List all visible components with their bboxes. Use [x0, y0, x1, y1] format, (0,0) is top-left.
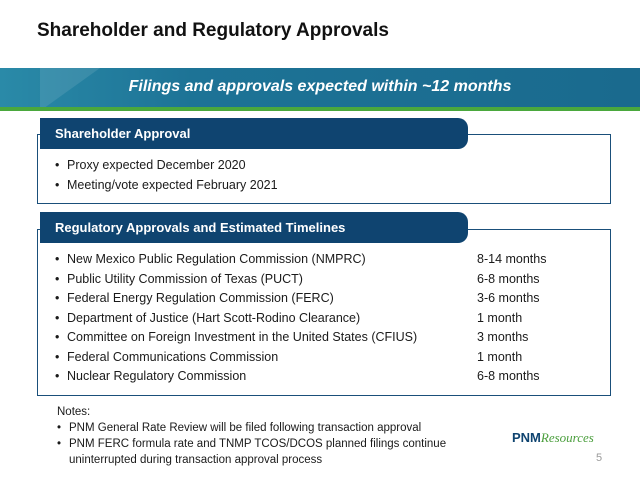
duration: 8-14 months: [477, 252, 547, 266]
list-item: • Department of Justice (Hart Scott-Rodin…: [53, 309, 522, 329]
duration: 1 month: [477, 349, 523, 364]
notes-label: Notes:: [57, 406, 91, 418]
duration: 6-8 months: [477, 271, 540, 286]
regulatory-heading: Regulatory Approvals and Estimated Timel…: [40, 212, 468, 243]
list-item: • Proxy expected December 2020: [55, 158, 246, 172]
list-item: • Federal Communications Commission 1 mont…: [53, 348, 522, 368]
list-item: • New Mexico Public Regulation Commission…: [53, 250, 546, 270]
duration: 3 months: [477, 330, 529, 344]
shareholder-heading: Shareholder Approval: [40, 118, 468, 149]
list-item: • Public Utility Commission of Texas (PUC…: [53, 270, 540, 290]
list-item: • Nuclear Regulatory Commission 6-8 months: [53, 367, 540, 387]
banner-text: Filings and approvals expected within ~1…: [128, 78, 512, 95]
page-number: 5: [596, 452, 603, 464]
list-item: • Meeting/vote expected February 2021: [55, 177, 278, 192]
pnm-resources-logo: PNMResources: [512, 430, 594, 445]
duration: 1 month: [477, 310, 523, 325]
duration: 6-8 months: [477, 369, 540, 383]
regulatory-box: [37, 229, 611, 396]
notes: Notes: • PNM General Rate Review will be …: [57, 404, 499, 468]
banner-chevron: [40, 68, 100, 111]
list-item: • Federal Energy Regulation Commission (F…: [53, 289, 540, 309]
note-item: • PNM General Rate Review will be filed f…: [57, 422, 422, 434]
regulatory-list: • New Mexico Public Regulation Commission…: [53, 250, 546, 387]
banner-stripe: [0, 107, 640, 111]
list-item: • Committee on Foreign Investment in the …: [53, 328, 528, 348]
page-title: Shareholder and Regulatory Approvals: [37, 20, 389, 41]
note-item: • PNM FERC formula rate and TNMP TCOS/DCO…: [57, 438, 447, 466]
duration: 3-6 months: [477, 291, 540, 305]
shareholder-list: • Proxy expected December 2020 • Meeting/v…: [53, 156, 278, 195]
banner: Filings and approvals expected within ~1…: [0, 68, 640, 111]
